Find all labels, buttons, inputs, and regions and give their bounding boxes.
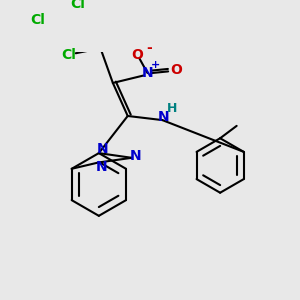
Text: +: + [151,60,160,70]
Text: N: N [96,160,107,175]
Text: Cl: Cl [62,48,76,62]
Text: -: - [146,41,152,55]
Text: N: N [97,142,109,156]
Text: Cl: Cl [30,13,45,27]
Text: Cl: Cl [70,0,85,11]
Text: N: N [130,149,142,163]
Text: N: N [158,110,170,124]
Text: O: O [132,48,144,62]
Text: N: N [142,66,153,80]
Text: O: O [170,63,182,77]
Text: H: H [167,102,178,115]
